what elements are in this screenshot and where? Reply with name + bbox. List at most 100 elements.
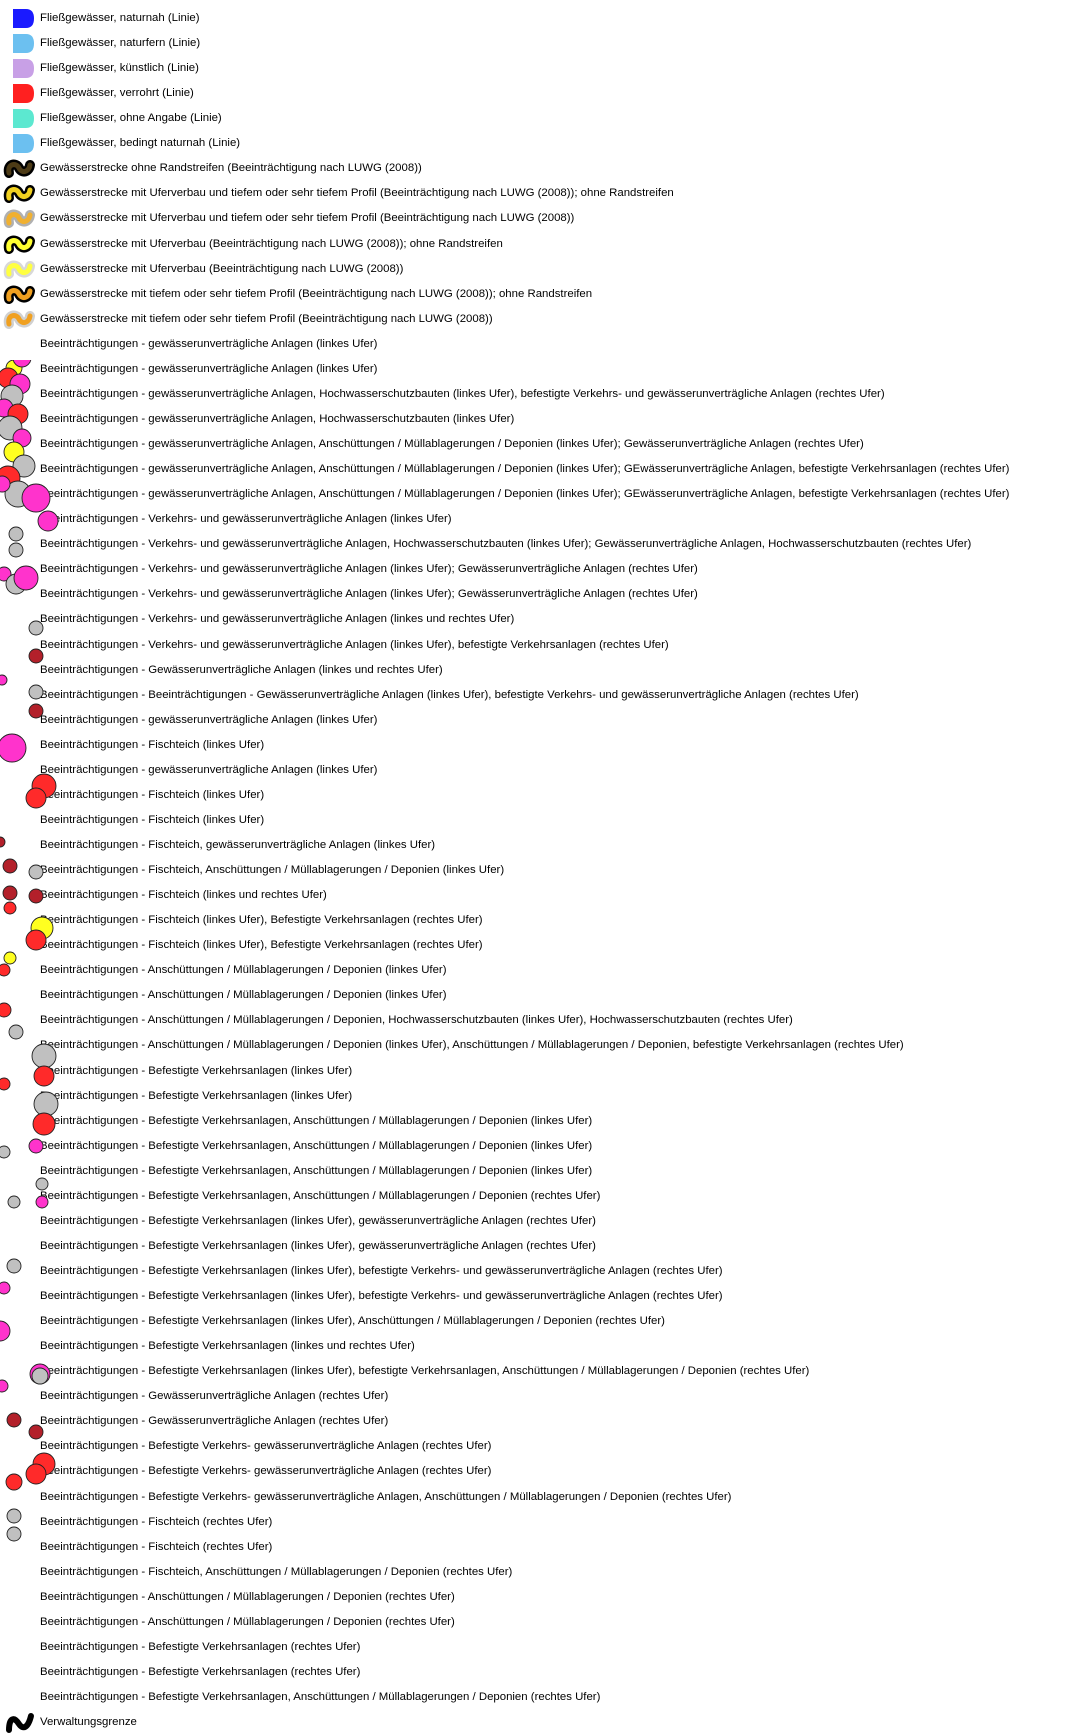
legend-item: Fließgewässer, naturfern (Linie): [0, 31, 1082, 56]
legend-item: Gewässerstrecke mit Uferverbau (Beeinträ…: [0, 257, 1082, 282]
legend-item: Beeinträchtigungen - Verkehrs- und gewäs…: [0, 507, 1082, 532]
legend-item-label: Beeinträchtigungen - Befestigte Verkehrs…: [40, 1239, 596, 1252]
legend-item-label: Gewässerstrecke mit Uferverbau (Beeinträ…: [40, 262, 404, 275]
legend-item-label: Beeinträchtigungen - Befestigte Verkehrs…: [40, 1315, 665, 1328]
legend-item-label: Beeinträchtigungen - Befestigte Verkehrs…: [40, 1490, 732, 1503]
legend-item: Beeinträchtigungen - gewässerunverträgli…: [0, 332, 1082, 357]
legend-item: Beeinträchtigungen - Fischteich (rechtes…: [0, 1535, 1082, 1560]
legend-item-label: Beeinträchtigungen - gewässerunverträgli…: [40, 337, 378, 350]
legend-item: Fließgewässer, künstlich (Linie): [0, 56, 1082, 81]
river-icon: [13, 9, 34, 28]
legend-item-label: Beeinträchtigungen - Gewässerunverträgli…: [40, 1415, 389, 1428]
legend-item-label: Gewässerstrecke mit Uferverbau (Beeinträ…: [40, 237, 503, 250]
legend-item-label: Beeinträchtigungen - Befestigte Verkehrs…: [40, 1665, 361, 1678]
legend-item-label: Beeinträchtigungen - Verkehrs- und gewäs…: [40, 588, 698, 601]
stretch-icon: [3, 185, 35, 204]
legend-item: Beeinträchtigungen - gewässerunverträgli…: [0, 708, 1082, 733]
legend-item: Beeinträchtigungen - gewässerunverträgli…: [0, 407, 1082, 432]
legend-item: Verwaltungsgrenze: [0, 1710, 1082, 1735]
legend-item-label: Beeinträchtigungen - gewässerunverträgli…: [40, 387, 885, 400]
legend-item: Beeinträchtigungen - Gewässerunverträgli…: [0, 658, 1082, 683]
legend-item: Gewässerstrecke ohne Randstreifen (Beein…: [0, 156, 1082, 181]
legend-item-label: Beeinträchtigungen - Fischteich (linkes …: [40, 788, 265, 801]
stretch-icon: [3, 310, 35, 329]
legend-item: Beeinträchtigungen - Verkehrs- und gewäs…: [0, 633, 1082, 658]
legend-item: Beeinträchtigungen - Fischteich (linkes …: [0, 783, 1082, 808]
legend-item: Beeinträchtigungen - Befestigte Verkehrs…: [0, 1334, 1082, 1359]
legend-item-label: Beeinträchtigungen - Anschüttungen / Mül…: [40, 1039, 904, 1052]
legend-item: Beeinträchtigungen - Befestigte Verkehrs…: [0, 1134, 1082, 1159]
legend-item: Beeinträchtigungen - Fischteich, Anschüt…: [0, 858, 1082, 883]
legend-item: Beeinträchtigungen - Befestigte Verkehrs…: [0, 1359, 1082, 1384]
stretch-icon: [3, 260, 35, 279]
legend-item-label: Beeinträchtigungen - Verkehrs- und gewäs…: [40, 538, 972, 551]
legend-item: Beeinträchtigungen - gewässerunverträgli…: [0, 758, 1082, 783]
legend-item: Beeinträchtigungen - gewässerunverträgli…: [0, 482, 1082, 507]
legend-item: Beeinträchtigungen - Befestigte Verkehrs…: [0, 1459, 1082, 1484]
legend-item-label: Beeinträchtigungen - Fischteich, Anschüt…: [40, 1565, 513, 1578]
legend-item: Beeinträchtigungen - Gewässerunverträgli…: [0, 1384, 1082, 1409]
legend-item-label: Beeinträchtigungen - Fischteich (rechtes…: [40, 1540, 273, 1553]
legend-item-label: Beeinträchtigungen - Befestigte Verkehrs…: [40, 1440, 492, 1453]
legend-item: Fließgewässer, naturnah (Linie): [0, 6, 1082, 31]
legend-item: Beeinträchtigungen - Fischteich (rechtes…: [0, 1510, 1082, 1535]
legend-item-label: Beeinträchtigungen - Befestigte Verkehrs…: [40, 1114, 593, 1127]
legend-item: Beeinträchtigungen - Beeinträchtigungen …: [0, 683, 1082, 708]
legend-item-label: Beeinträchtigungen - Befestigte Verkehrs…: [40, 1290, 723, 1303]
legend-item: Beeinträchtigungen - Befestigte Verkehrs…: [0, 1635, 1082, 1660]
stretch-icon: [3, 159, 35, 179]
legend-item-label: Beeinträchtigungen - Anschüttungen / Mül…: [40, 1014, 793, 1027]
legend-item: Gewässerstrecke mit Uferverbau und tiefe…: [0, 206, 1082, 231]
legend-item-label: Beeinträchtigungen - Fischteich, Anschüt…: [40, 864, 505, 877]
legend-item-label: Beeinträchtigungen - Befestigte Verkehrs…: [40, 1089, 353, 1102]
legend-item-label: Beeinträchtigungen - gewässerunverträgli…: [40, 713, 378, 726]
legend-item: Gewässerstrecke mit Uferverbau und tiefe…: [0, 181, 1082, 206]
legend-item-label: Verwaltungsgrenze: [40, 1716, 137, 1729]
legend-item: Beeinträchtigungen - Befestigte Verkehrs…: [0, 1485, 1082, 1510]
legend-item-label: Beeinträchtigungen - Verkehrs- und gewäs…: [40, 563, 698, 576]
legend-item-label: Beeinträchtigungen - Anschüttungen / Mül…: [40, 1590, 455, 1603]
legend-item: Beeinträchtigungen - Befestigte Verkehrs…: [0, 1434, 1082, 1459]
legend-item: Beeinträchtigungen - Befestigte Verkehrs…: [0, 1109, 1082, 1134]
river-icon: [13, 134, 34, 154]
legend-item: Beeinträchtigungen - Verkehrs- und gewäs…: [0, 582, 1082, 607]
legend-item-label: Beeinträchtigungen - gewässerunverträgli…: [40, 463, 1010, 476]
legend-item-label: Gewässerstrecke ohne Randstreifen (Beein…: [40, 162, 422, 175]
legend-item-label: Beeinträchtigungen - Befestigte Verkehrs…: [40, 1214, 596, 1227]
legend-item-label: Beeinträchtigungen - Verkehrs- und gewäs…: [40, 638, 669, 651]
legend-item: Beeinträchtigungen - Befestigte Verkehrs…: [0, 1184, 1082, 1209]
legend-item-label: Beeinträchtigungen - gewässerunverträgli…: [40, 362, 378, 375]
legend-item: Beeinträchtigungen - Anschüttungen / Mül…: [0, 1008, 1082, 1033]
legend-item: Fließgewässer, bedingt naturnah (Linie): [0, 131, 1082, 156]
legend-item-label: Beeinträchtigungen - Verkehrs- und gewäs…: [40, 613, 515, 626]
legend-item-label: Beeinträchtigungen - Fischteich (linkes …: [40, 813, 265, 826]
legend-item: Beeinträchtigungen - Anschüttungen / Mül…: [0, 983, 1082, 1008]
legend-item: Fließgewässer, ohne Angabe (Linie): [0, 106, 1082, 131]
legend-item-label: Beeinträchtigungen - Befestigte Verkehrs…: [40, 1465, 492, 1478]
legend-item: Beeinträchtigungen - Gewässerunverträgli…: [0, 1409, 1082, 1434]
legend-item-label: Beeinträchtigungen - Befestigte Verkehrs…: [40, 1139, 593, 1152]
legend-item-label: Beeinträchtigungen - Fischteich (rechtes…: [40, 1515, 273, 1528]
legend-item: Beeinträchtigungen - Fischteich (linkes …: [0, 933, 1082, 958]
legend-item: Beeinträchtigungen - Anschüttungen / Mül…: [0, 958, 1082, 983]
legend-item: Beeinträchtigungen - Befestigte Verkehrs…: [0, 1309, 1082, 1334]
legend-item-label: Beeinträchtigungen - Befestigte Verkehrs…: [40, 1164, 593, 1177]
legend-item-label: Fließgewässer, naturnah (Linie): [40, 12, 200, 24]
legend-item-label: Beeinträchtigungen - Befestigte Verkehrs…: [40, 1691, 601, 1704]
legend-item: Gewässerstrecke mit tiefem oder sehr tie…: [0, 282, 1082, 307]
stretch-icon: [3, 285, 35, 304]
legend-item: Beeinträchtigungen - Befestigte Verkehrs…: [0, 1159, 1082, 1184]
legend-item-label: Beeinträchtigungen - Befestigte Verkehrs…: [40, 1265, 723, 1277]
legend-item-label: Beeinträchtigungen - Fischteich (linkes …: [40, 738, 265, 751]
river-icon: [13, 84, 34, 104]
legend-item-label: Beeinträchtigungen - gewässerunverträgli…: [40, 412, 515, 425]
legend-item-label: Beeinträchtigungen - Fischteich (linkes …: [40, 939, 483, 952]
legend-item-label: Beeinträchtigungen - Befestigte Verkehrs…: [40, 1064, 353, 1077]
legend-item: Gewässerstrecke mit Uferverbau (Beeinträ…: [0, 232, 1082, 257]
legend-item: Beeinträchtigungen - gewässerunverträgli…: [0, 457, 1082, 482]
legend-item: Beeinträchtigungen - Fischteich, Anschüt…: [0, 1560, 1082, 1585]
legend-item-label: Beeinträchtigungen - Gewässerunverträgli…: [40, 1390, 389, 1403]
legend-item: Beeinträchtigungen - Verkehrs- und gewäs…: [0, 557, 1082, 582]
legend-item-label: Fließgewässer, bedingt naturnah (Linie): [40, 137, 241, 150]
legend-item-label: Beeinträchtigungen - Gewässerunverträgli…: [40, 663, 443, 676]
